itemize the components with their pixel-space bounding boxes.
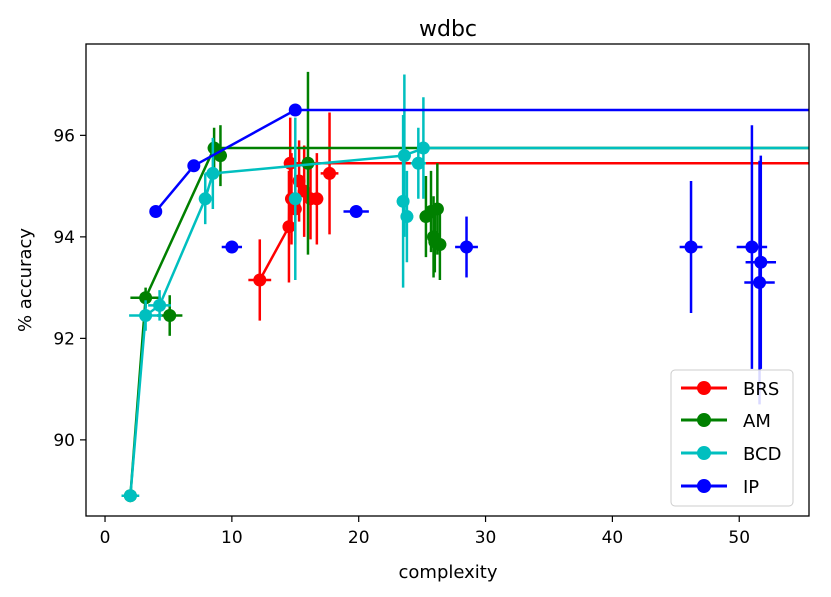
brs-point-9 (323, 166, 337, 180)
y-tick-label: 94 (53, 228, 75, 248)
legend-marker-am (697, 413, 711, 427)
ip-point-7 (745, 240, 759, 254)
brs-point-1 (282, 220, 296, 234)
x-tick-label: 10 (221, 528, 243, 548)
brs-point-8 (310, 192, 324, 206)
bcd-point-7 (397, 149, 411, 163)
am-point-10 (430, 202, 444, 216)
legend-label-ip: IP (743, 477, 759, 498)
ip-point-9 (754, 255, 768, 269)
legend-marker-bcd (697, 446, 711, 460)
bcd-point-10 (416, 141, 430, 155)
y-axis-label: % accuracy (15, 228, 36, 332)
ip-frontier-line (154, 108, 809, 213)
series-ip (149, 103, 809, 405)
am-point-1 (139, 291, 153, 305)
ip-point-3 (288, 103, 302, 117)
y-tick-label: 96 (53, 126, 75, 146)
bcd-point-3 (198, 192, 212, 206)
ip-point-4 (349, 204, 363, 218)
legend-marker-ip (697, 479, 711, 493)
x-tick-label: 20 (348, 528, 370, 548)
bcd-point-2 (153, 298, 167, 312)
bcd-point-1 (139, 309, 153, 323)
x-tick-label: 50 (728, 528, 750, 548)
x-tick-label: 30 (475, 528, 497, 548)
ip-point-6 (684, 240, 698, 254)
x-axis-label: complexity (399, 562, 498, 583)
am-point-11 (433, 237, 447, 251)
ip-point-8 (753, 276, 767, 290)
y-tick-label: 92 (53, 329, 75, 349)
ip-point-5 (460, 240, 474, 254)
legend-item-ip: IP (681, 477, 759, 498)
brs-point-0 (253, 273, 267, 287)
bcd-point-8 (400, 210, 414, 224)
legend-label-bcd: BCD (743, 444, 781, 465)
legend-item-bcd: BCD (681, 444, 781, 465)
legend-label-am: AM (743, 411, 771, 432)
x-tick-label: 40 (602, 528, 624, 548)
bcd-point-9 (411, 156, 425, 170)
legend-box (670, 369, 794, 507)
plot-area (121, 71, 809, 503)
ip-point-2 (225, 240, 239, 254)
chart-title: wdbc (419, 17, 477, 42)
am-point-5 (301, 156, 315, 170)
legend-item-brs: BRS (681, 379, 779, 400)
bcd-point-4 (206, 166, 220, 180)
ticks: 0 10 20 30 40 50 90 92 94 96 (53, 126, 750, 548)
y-tick-label: 90 (53, 431, 75, 451)
legend-item-am: AM (681, 411, 771, 432)
am-point-2 (163, 309, 177, 323)
axes-frame (85, 43, 810, 517)
legend-label-brs: BRS (743, 379, 779, 400)
bcd-point-0 (123, 489, 137, 503)
series-bcd (121, 74, 809, 503)
legend-marker-brs (697, 381, 711, 395)
x-tick-label: 0 (100, 528, 111, 548)
bcd-point-5 (288, 192, 302, 206)
bcd-point-6 (396, 194, 410, 208)
legend: BRS AM BCD IP (670, 369, 794, 507)
ip-point-0 (149, 204, 163, 218)
ip-point-1 (187, 159, 201, 173)
